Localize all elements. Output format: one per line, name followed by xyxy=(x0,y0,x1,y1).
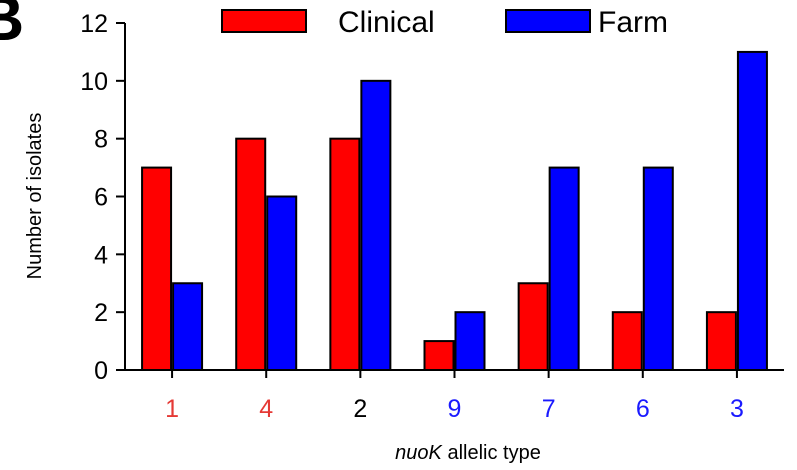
panel-letter: B xyxy=(0,0,24,54)
y-tick-label: 6 xyxy=(94,184,108,212)
x-tick-label: 4 xyxy=(259,395,273,423)
x-tick-label: 1 xyxy=(165,395,179,423)
y-tick-label: 2 xyxy=(94,299,108,327)
x-axis-title: nuoK allelic type xyxy=(395,442,541,464)
bar-farm-7 xyxy=(548,166,580,371)
y-tick-label: 8 xyxy=(94,126,108,154)
x-tick-label: 6 xyxy=(636,395,650,423)
legend: Clinical Farm xyxy=(221,6,668,39)
x-tick-label: 2 xyxy=(353,395,367,423)
y-tick-label: 10 xyxy=(80,68,108,96)
x-tick-label: 3 xyxy=(730,395,744,423)
legend-swatch-farm xyxy=(505,9,591,33)
x-tick-label: 9 xyxy=(448,395,462,423)
x-axis: 1 4 2 9 7 6 3 xyxy=(125,369,784,423)
legend-swatch-clinical xyxy=(221,9,307,33)
bar-clinical-1 xyxy=(141,166,173,371)
x-tick-label: 7 xyxy=(542,395,556,423)
bars xyxy=(141,50,768,372)
x-axis-title-italic: nuoK xyxy=(395,442,443,464)
bar-clinical-6 xyxy=(611,311,643,371)
bar-farm-4 xyxy=(266,195,298,371)
bar-farm-3 xyxy=(736,50,768,372)
y-tick-label: 4 xyxy=(94,241,108,269)
y-axis: 0 2 4 6 8 10 12 xyxy=(80,10,126,385)
y-tick-label: 0 xyxy=(94,357,108,385)
bar-clinical-7 xyxy=(517,282,549,371)
bar-clinical-3 xyxy=(705,311,737,371)
bar-farm-2 xyxy=(360,79,392,371)
x-axis-title-rest: allelic type xyxy=(442,442,541,464)
y-axis-title: Number of isolates xyxy=(24,113,46,280)
y-tick-label: 12 xyxy=(80,10,108,38)
bar-clinical-4 xyxy=(235,137,267,371)
bar-clinical-2 xyxy=(329,137,361,371)
bar-farm-9 xyxy=(454,311,486,371)
bar-farm-1 xyxy=(172,282,204,371)
bar-farm-6 xyxy=(642,166,674,371)
bar-clinical-9 xyxy=(423,340,455,372)
legend-label-clinical: Clinical xyxy=(338,6,435,39)
legend-label-farm: Farm xyxy=(598,6,668,39)
